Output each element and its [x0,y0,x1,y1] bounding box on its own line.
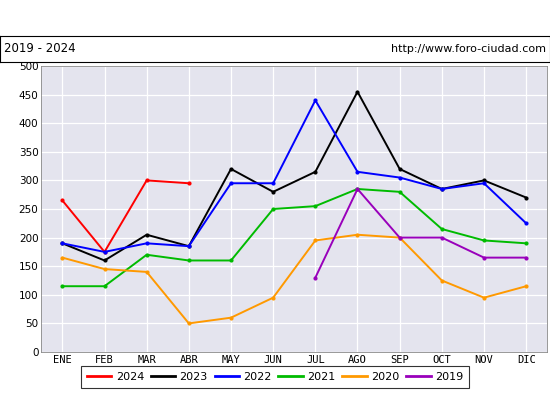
Legend: 2024, 2023, 2022, 2021, 2020, 2019: 2024, 2023, 2022, 2021, 2020, 2019 [81,366,469,388]
Text: http://www.foro-ciudad.com: http://www.foro-ciudad.com [390,44,546,54]
Text: Evolucion Nº Turistas Extranjeros en el municipio de Robledo de Chavela: Evolucion Nº Turistas Extranjeros en el … [33,12,517,24]
Text: 2019 - 2024: 2019 - 2024 [4,42,76,56]
